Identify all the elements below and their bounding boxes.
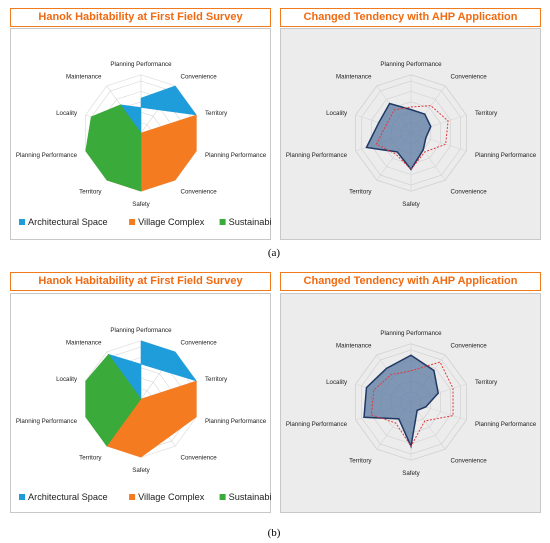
radar-series-baseline (375, 105, 449, 171)
axis-label: Maintenance (66, 74, 102, 81)
axis-label: Territory (205, 110, 228, 117)
chart-legend: Architectural Space Village Complex Sustai… (19, 492, 272, 502)
legend-label: Architectural Space (28, 492, 108, 502)
axis-label: Territory (79, 188, 102, 195)
chart-a2-panel: Planning Performance Convenience Territory… (280, 28, 541, 240)
axis-label: Territory (79, 454, 102, 461)
axis-label: Maintenance (336, 74, 372, 81)
axis-label: Planning Performance (205, 418, 267, 425)
radar-series-sustainability (85, 104, 142, 192)
legend-swatch (19, 494, 25, 500)
axis-label: Locality (326, 110, 348, 117)
chart-a2-title: Changed Tendency with AHP Application (280, 8, 541, 27)
legend-swatch (129, 494, 136, 500)
legend-label: Architectural Space (28, 217, 108, 227)
subfigure-label-a: (a) (267, 247, 281, 259)
axis-label: Convenience (451, 457, 488, 464)
chart-a1-svg: Planning Performance Convenience Territory… (16, 61, 272, 227)
axis-label: Convenience (451, 188, 488, 195)
axis-label: Safety (132, 467, 150, 474)
axis-label: Territory (475, 110, 498, 117)
axis-label: Planning Performance (110, 327, 172, 334)
legend-label: Sustainability (229, 217, 272, 227)
axis-label: Convenience (181, 188, 218, 195)
chart-a1-panel: Planning Performance Convenience Territory… (10, 28, 272, 240)
axis-label: Safety (402, 201, 420, 208)
chart-legend: Architectural Space Village Complex Sustai… (19, 217, 272, 227)
axis-label: Planning Performance (286, 152, 348, 159)
axis-label: Planning Performance (286, 421, 348, 428)
chart-b1-panel: Planning Performance Convenience Territory… (10, 293, 272, 513)
axis-label: Convenience (451, 74, 488, 81)
axis-label: Planning Performance (475, 421, 537, 428)
legend-label: Village Complex (138, 217, 205, 227)
axis-label: Locality (326, 379, 348, 386)
axis-label: Planning Performance (205, 152, 267, 159)
radar-series-sustainability (85, 353, 142, 447)
axis-label: Convenience (181, 74, 218, 81)
axis-label: Territory (349, 457, 372, 464)
axis-label: Territory (475, 379, 498, 386)
chart-a1-title: Hanok Habitability at First Field Survey (10, 8, 271, 27)
chart-b2-panel: Planning Performance Convenience Territory… (280, 293, 541, 513)
radar-series-ahp (363, 354, 440, 449)
axis-label: Maintenance (66, 340, 102, 347)
axis-label: Planning Performance (475, 152, 537, 159)
axis-label: Planning Performance (110, 61, 172, 68)
axis-label: Safety (132, 201, 150, 208)
axis-label: Convenience (451, 343, 488, 350)
axis-label: Maintenance (336, 343, 372, 350)
subfigure-label-b: (b) (267, 527, 281, 539)
legend-label: Sustainability (229, 492, 272, 502)
axis-label: Convenience (181, 454, 218, 461)
radar-series-ahp (365, 102, 432, 171)
legend-swatch (219, 219, 226, 225)
axis-label: Territory (349, 188, 372, 195)
axis-label: Planning Performance (16, 418, 78, 425)
axis-label: Planning Performance (16, 152, 78, 159)
axis-label: Planning Performance (380, 330, 442, 337)
legend-swatch (129, 219, 136, 225)
axis-label: Locality (56, 376, 78, 383)
chart-b2-svg: Planning Performance Convenience Territory… (286, 330, 537, 477)
chart-b1-svg: Planning Performance Convenience Territory… (16, 327, 272, 502)
axis-label: Territory (205, 376, 228, 383)
axis-label: Safety (402, 470, 420, 477)
chart-a2-svg: Planning Performance Convenience Territory… (286, 61, 537, 208)
legend-swatch (219, 494, 226, 500)
legend-swatch (19, 219, 25, 225)
radar-series-baseline (370, 361, 454, 448)
chart-b1-title: Hanok Habitability at First Field Survey (10, 272, 271, 291)
legend-label: Village Complex (138, 492, 205, 502)
axis-label: Planning Performance (380, 61, 442, 68)
axis-label: Locality (56, 110, 78, 117)
axis-label: Convenience (181, 340, 218, 347)
chart-b2-title: Changed Tendency with AHP Application (280, 272, 541, 291)
